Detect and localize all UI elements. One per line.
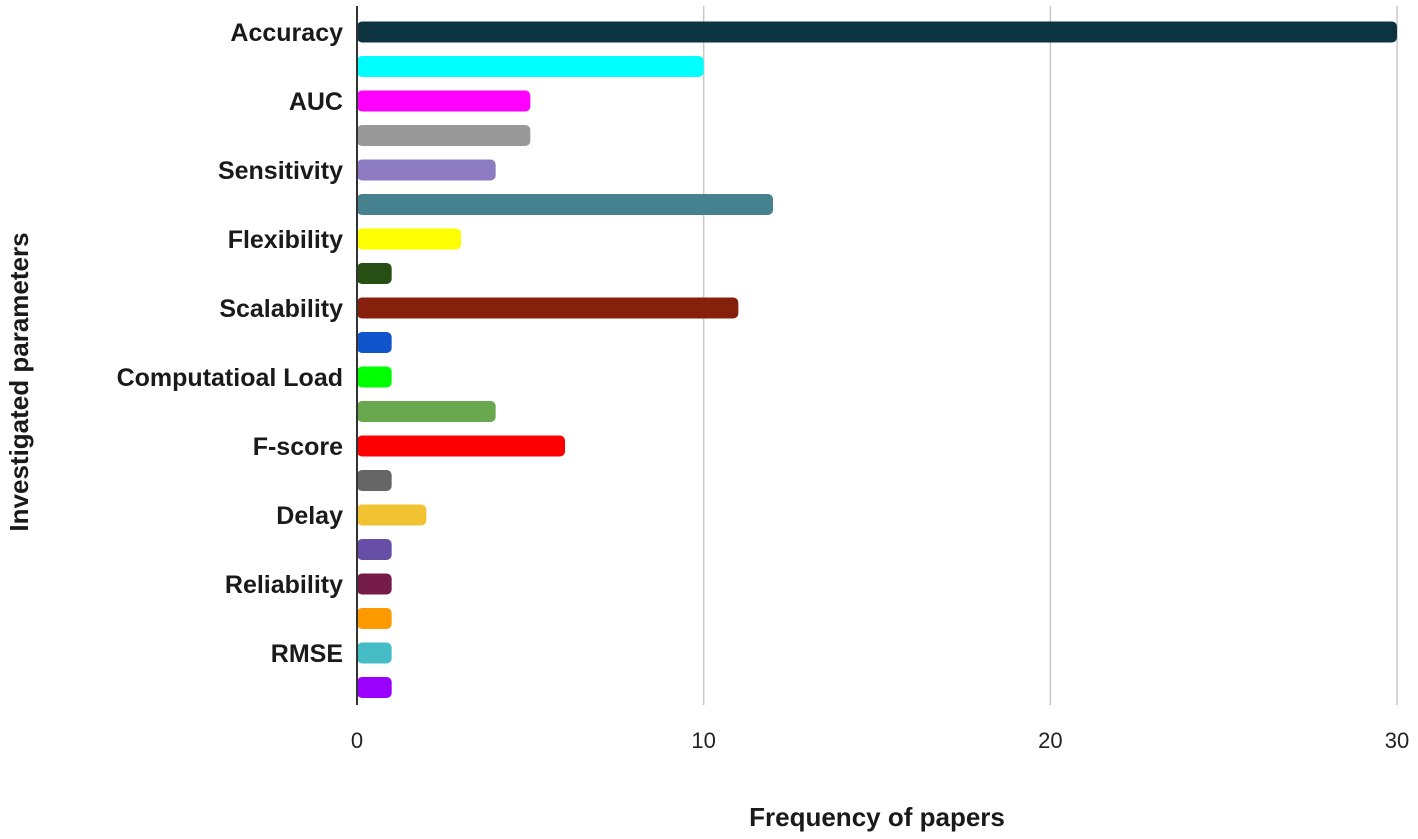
bar-0 xyxy=(357,21,1397,43)
bar-16 xyxy=(357,573,392,595)
category-labels: Accuracy AUC Sensitivity Flexibility Scalabi… xyxy=(117,19,343,668)
category-label-16: Reliability xyxy=(225,571,343,599)
bar-19 xyxy=(357,677,392,698)
x-tick-label-3: 30 xyxy=(1385,728,1409,753)
category-label-4: Sensitivity xyxy=(218,157,343,185)
category-label-14: Delay xyxy=(276,502,343,530)
bar-14 xyxy=(357,504,427,526)
bar-5 xyxy=(357,194,773,215)
y-axis-title: Investigated parameters xyxy=(4,232,34,531)
category-label-2: AUC xyxy=(289,88,343,116)
bar-12 xyxy=(357,435,565,457)
x-axis-title: Frequency of papers xyxy=(749,802,1005,832)
gridlines xyxy=(702,6,1398,705)
category-label-0: Accuracy xyxy=(230,19,343,47)
bar-17 xyxy=(357,608,392,629)
x-tick-label-1: 10 xyxy=(691,728,715,753)
bar-series xyxy=(357,21,1397,698)
bar-2 xyxy=(357,90,531,112)
bar-15 xyxy=(357,539,392,560)
bar-10 xyxy=(357,366,392,388)
bar-4 xyxy=(357,159,496,181)
x-tick-label-2: 20 xyxy=(1038,728,1062,753)
x-tick-label-0: 0 xyxy=(351,728,363,753)
bar-6 xyxy=(357,228,461,250)
bar-1 xyxy=(357,56,704,77)
bar-11 xyxy=(357,401,496,422)
bar-9 xyxy=(357,332,392,353)
bar-3 xyxy=(357,125,531,146)
bar-18 xyxy=(357,642,392,664)
x-tick-labels: 0 10 20 30 xyxy=(351,728,1409,753)
category-label-18: RMSE xyxy=(271,640,343,668)
category-label-12: F-score xyxy=(253,433,343,461)
bar-7 xyxy=(357,263,392,284)
bar-8 xyxy=(357,297,739,319)
category-label-10: Computatioal Load xyxy=(117,364,343,392)
bar-13 xyxy=(357,470,392,491)
category-label-6: Flexibility xyxy=(228,226,343,254)
category-label-8: Scalability xyxy=(219,295,343,323)
